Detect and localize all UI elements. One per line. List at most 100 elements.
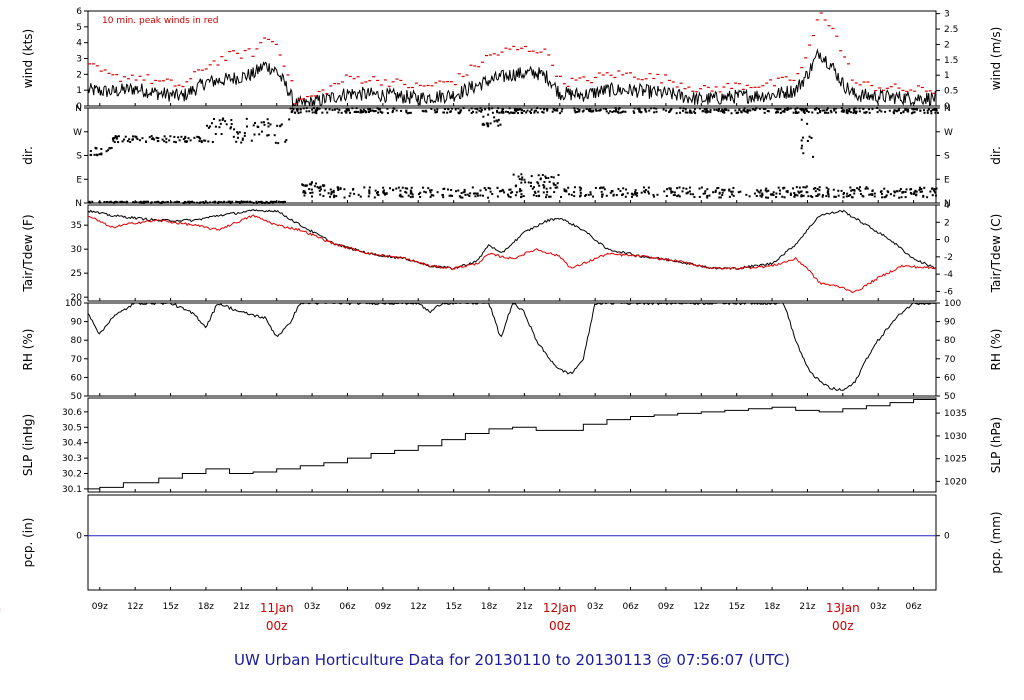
dir-point — [723, 188, 726, 191]
dir-point — [636, 194, 639, 197]
dir-point — [622, 110, 625, 113]
dir-point — [322, 194, 325, 197]
dir-point — [279, 125, 282, 128]
dir-point — [579, 194, 582, 197]
dir-point — [93, 153, 96, 156]
dir-point — [542, 191, 545, 194]
dir-point — [218, 119, 221, 122]
gust-point — [426, 84, 430, 87]
gust-point — [831, 27, 835, 30]
dir-point — [277, 200, 280, 203]
dir-point — [391, 111, 394, 114]
dir-point — [319, 193, 322, 196]
gust-point — [251, 55, 255, 57]
gust-point — [387, 85, 391, 87]
dir-point — [324, 108, 327, 111]
dir-point — [243, 200, 246, 203]
dir-point — [638, 109, 641, 112]
dir-point — [935, 187, 938, 190]
dir-point — [235, 140, 238, 143]
dir-point — [842, 193, 845, 196]
dir-point — [335, 195, 338, 198]
dir-point — [393, 107, 396, 110]
dir-point — [605, 194, 608, 197]
dir-point — [757, 190, 760, 193]
dir-point — [489, 190, 492, 193]
panel-frame-rh — [87, 302, 937, 397]
dir-point — [198, 201, 201, 204]
chart-title: UW Urban Horticulture Data for 20130110 … — [234, 651, 790, 669]
gust-point — [543, 48, 547, 50]
dir-point — [466, 193, 469, 196]
dir-point — [229, 127, 232, 130]
dir-point — [737, 111, 740, 114]
ylabel-right-wind: wind (m/s) — [989, 27, 1003, 91]
dir-point — [417, 193, 420, 196]
dir-point — [398, 194, 401, 197]
dir-point — [395, 109, 398, 112]
dir-point — [357, 193, 360, 196]
dir-point — [464, 193, 467, 196]
gust-point — [399, 79, 403, 82]
dir-point — [386, 112, 389, 115]
ytick-label-right-temp: 4 — [944, 201, 950, 211]
gust-point — [446, 81, 450, 83]
panel-wind — [84, 10, 940, 108]
dir-point — [509, 188, 512, 191]
dir-point — [332, 189, 335, 192]
xtick-label: 09z — [92, 602, 108, 612]
dir-point — [474, 195, 477, 198]
gust-point — [878, 87, 882, 89]
dir-point — [605, 108, 608, 111]
dir-point — [720, 110, 723, 113]
dir-point — [159, 201, 162, 204]
dir-point — [404, 187, 407, 190]
gust-point — [578, 77, 582, 79]
series-line-tair — [87, 209, 937, 270]
dir-point — [850, 189, 853, 192]
dir-point — [732, 194, 735, 197]
dir-point — [837, 194, 840, 197]
dir-point — [786, 190, 789, 193]
dir-point — [602, 107, 605, 110]
dir-point — [536, 107, 539, 110]
dir-point — [220, 133, 223, 136]
dir-point — [670, 190, 673, 193]
dir-point — [484, 188, 487, 191]
dir-point — [742, 109, 745, 112]
dir-point — [634, 193, 637, 196]
dir-point — [446, 188, 449, 191]
dir-point — [915, 108, 918, 111]
dir-point — [406, 187, 409, 190]
dir-point — [918, 186, 921, 189]
ytick-label-rh: 70 — [71, 355, 83, 365]
dir-point — [553, 109, 556, 112]
dir-point — [260, 201, 263, 204]
xtick-label: 21z — [233, 602, 249, 612]
dir-point — [595, 109, 598, 112]
dir-point — [705, 111, 708, 114]
dir-point — [859, 192, 862, 195]
dir-point — [425, 110, 428, 113]
dir-point — [285, 139, 288, 142]
gust-point — [200, 69, 204, 71]
dir-point — [209, 201, 212, 204]
day-label: 12Jan — [543, 601, 577, 615]
dir-point — [489, 122, 492, 125]
gust-point — [189, 78, 193, 80]
dir-point — [126, 140, 129, 143]
dir-point — [783, 196, 786, 199]
dir-point — [493, 120, 496, 123]
dir-point — [919, 190, 922, 193]
dir-point — [151, 137, 154, 140]
dir-point — [276, 124, 279, 127]
gust-point — [294, 103, 298, 105]
dir-point — [821, 194, 824, 197]
dir-point — [479, 194, 482, 197]
gust-point — [819, 12, 823, 14]
dir-point — [253, 122, 256, 125]
gust-point — [142, 79, 146, 81]
dir-point — [873, 195, 876, 198]
gust-point — [333, 83, 337, 85]
gust-point — [512, 45, 516, 48]
